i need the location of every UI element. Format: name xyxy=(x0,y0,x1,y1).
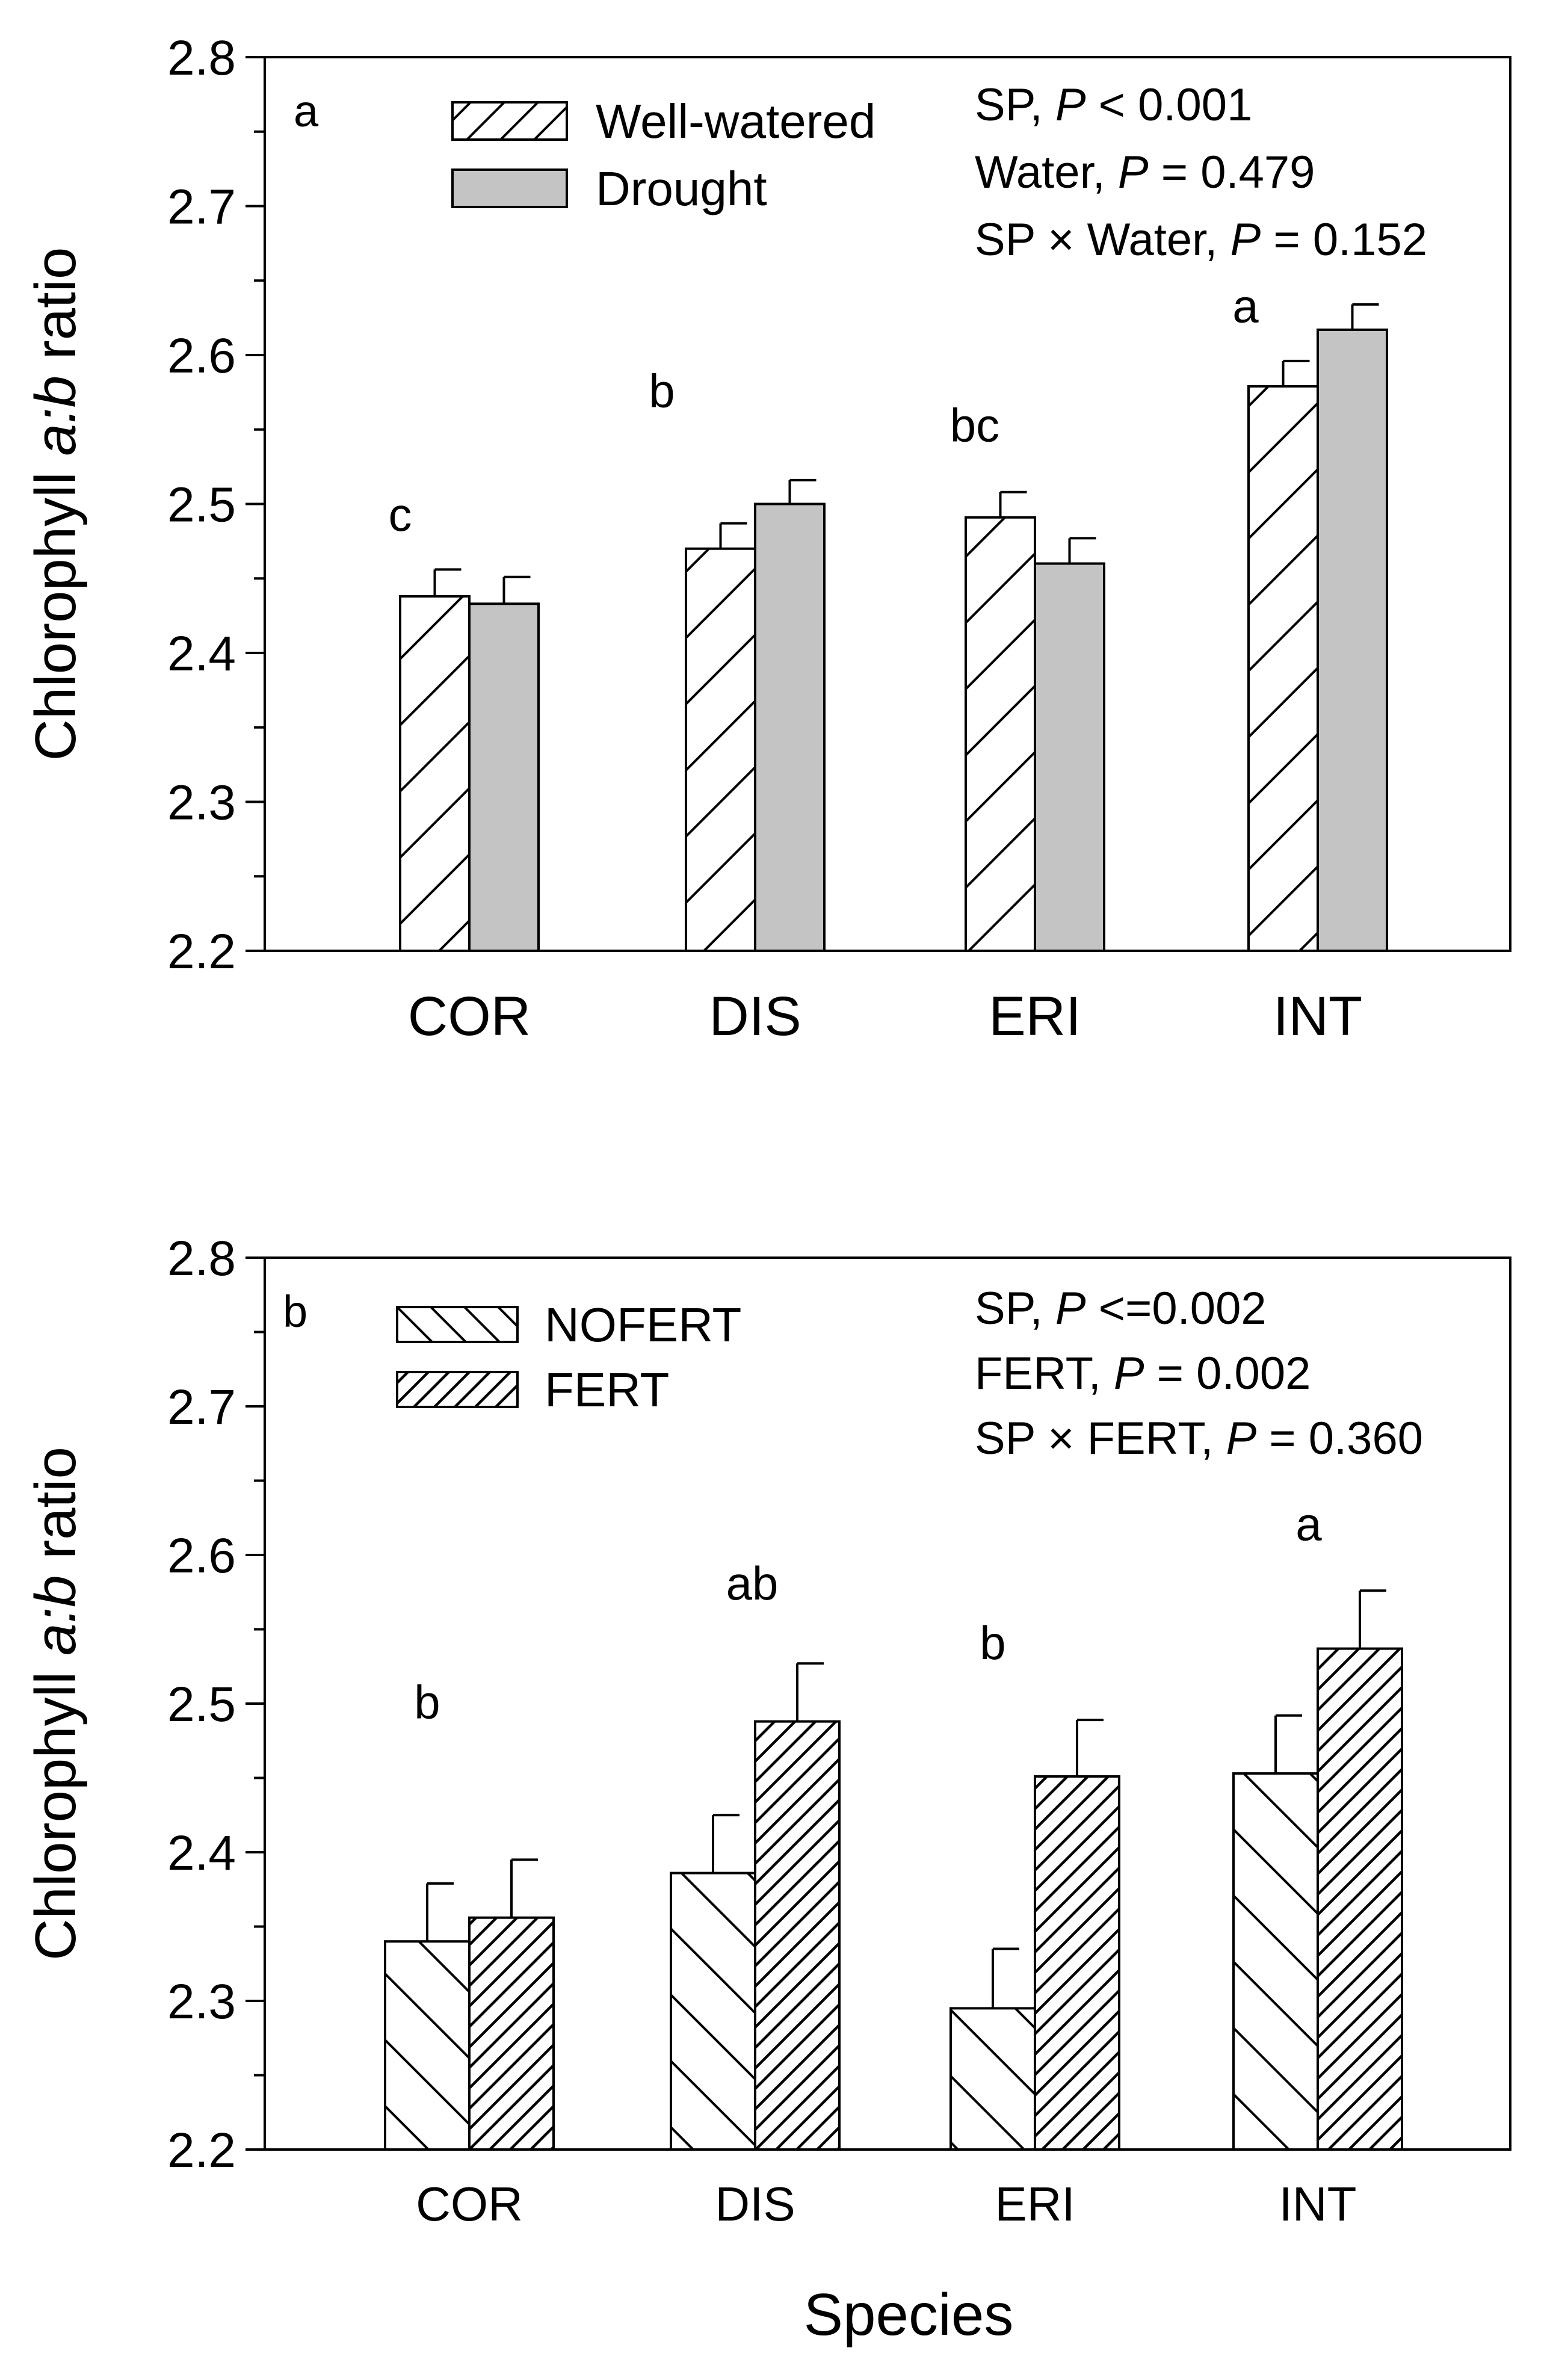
bar-drought-eri xyxy=(1034,562,1105,952)
bar-well-watered-eri xyxy=(965,516,1036,952)
y-tick-label: 2.6 xyxy=(167,1528,236,1583)
y-tick-label: 2.2 xyxy=(167,2123,236,2178)
stats-line: SP, P <=0.002 xyxy=(975,1283,1267,1334)
significance-letter: a xyxy=(1232,280,1259,333)
y-tick-label: 2.7 xyxy=(167,1380,236,1435)
panel-b-chart: 2.2 2.3 2.4 2.5 2.6 2.7 2.8 Chlorophyll a:b rat… xyxy=(23,1231,1511,2231)
y-tick-label: 2.7 xyxy=(167,180,236,235)
significance-letter: b xyxy=(649,365,675,418)
x-tick-label: DIS xyxy=(715,2177,795,2231)
x-tick-label: INT xyxy=(1279,2177,1357,2231)
significance-letter: bc xyxy=(950,399,999,452)
bar-fert-int xyxy=(1317,1647,1403,2151)
y-tick-label: 2.5 xyxy=(167,478,236,533)
bar-well-watered-cor xyxy=(399,595,471,952)
x-tick-label: ERI xyxy=(995,2177,1075,2231)
y-tick-label: 2.4 xyxy=(167,1826,236,1881)
y-tick-label: 2.3 xyxy=(167,1974,236,2029)
x-tick-label: INT xyxy=(1273,986,1362,1047)
y-tick-label: 2.8 xyxy=(167,1231,236,1286)
significance-letter: b xyxy=(980,1616,1005,1669)
stats-line: SP, P < 0.001 xyxy=(975,79,1252,131)
bar-fert-dis xyxy=(754,1720,841,2151)
x-tick-label: COR xyxy=(408,986,531,1047)
legend-swatch xyxy=(451,101,568,141)
y-tick-label: 2.8 xyxy=(167,31,236,85)
legend-entry: Well-watered xyxy=(596,94,875,148)
x-tick-label: DIS xyxy=(709,986,801,1047)
legend-entry: NOFERT xyxy=(545,1298,741,1352)
legend-swatch xyxy=(396,1371,519,1408)
bar-drought-int xyxy=(1317,328,1388,952)
y-tick-label: 2.5 xyxy=(167,1677,236,1732)
bar-fert-eri xyxy=(1034,1775,1120,2151)
bar-drought-cor xyxy=(468,602,540,952)
y-tick-label: 2.2 xyxy=(167,924,236,979)
bar-well-watered-dis xyxy=(685,547,756,952)
y-tick-label: 2.3 xyxy=(167,776,236,830)
y-axis-title: Chlorophyll a:b ratio xyxy=(23,247,88,761)
bar-drought-dis xyxy=(754,502,826,952)
bar-nofert-dis xyxy=(670,1872,756,2151)
y-tick-label: 2.4 xyxy=(167,626,236,681)
legend-entry: Drought xyxy=(596,162,767,215)
bar-nofert-cor xyxy=(384,1940,471,2151)
significance-letter: b xyxy=(414,1676,440,1729)
panel-label: a xyxy=(294,86,319,136)
panel-label: b xyxy=(283,1287,307,1337)
panel-a-chart: 2.2 2.3 2.4 2.5 2.6 2.7 2.8 Chlorophyll a:b rat… xyxy=(23,31,1511,1047)
bar-nofert-eri xyxy=(949,2007,1036,2151)
stats-line: SP × FERT, P = 0.360 xyxy=(975,1413,1423,1464)
legend-swatch xyxy=(451,168,568,208)
significance-letter: ab xyxy=(726,1557,779,1610)
x-axis-title: Species xyxy=(804,2281,1014,2348)
stats-line: SP × Water, P = 0.152 xyxy=(975,214,1427,265)
x-tick-label: COR xyxy=(416,2177,523,2231)
bar-fert-cor xyxy=(468,1916,555,2151)
significance-letter: a xyxy=(1295,1497,1322,1550)
legend-entry: FERT xyxy=(545,1363,669,1417)
bar-well-watered-int xyxy=(1247,385,1319,952)
y-tick-label: 2.6 xyxy=(167,329,236,383)
y-axis-title: Chlorophyll a:b ratio xyxy=(23,1447,88,1961)
stats-line: Water, P = 0.479 xyxy=(975,147,1315,198)
legend-swatch xyxy=(396,1306,519,1343)
stats-line: FERT, P = 0.002 xyxy=(975,1348,1311,1399)
significance-letter: c xyxy=(389,488,412,541)
x-tick-label: ERI xyxy=(989,986,1081,1047)
bar-nofert-int xyxy=(1232,1772,1319,2151)
